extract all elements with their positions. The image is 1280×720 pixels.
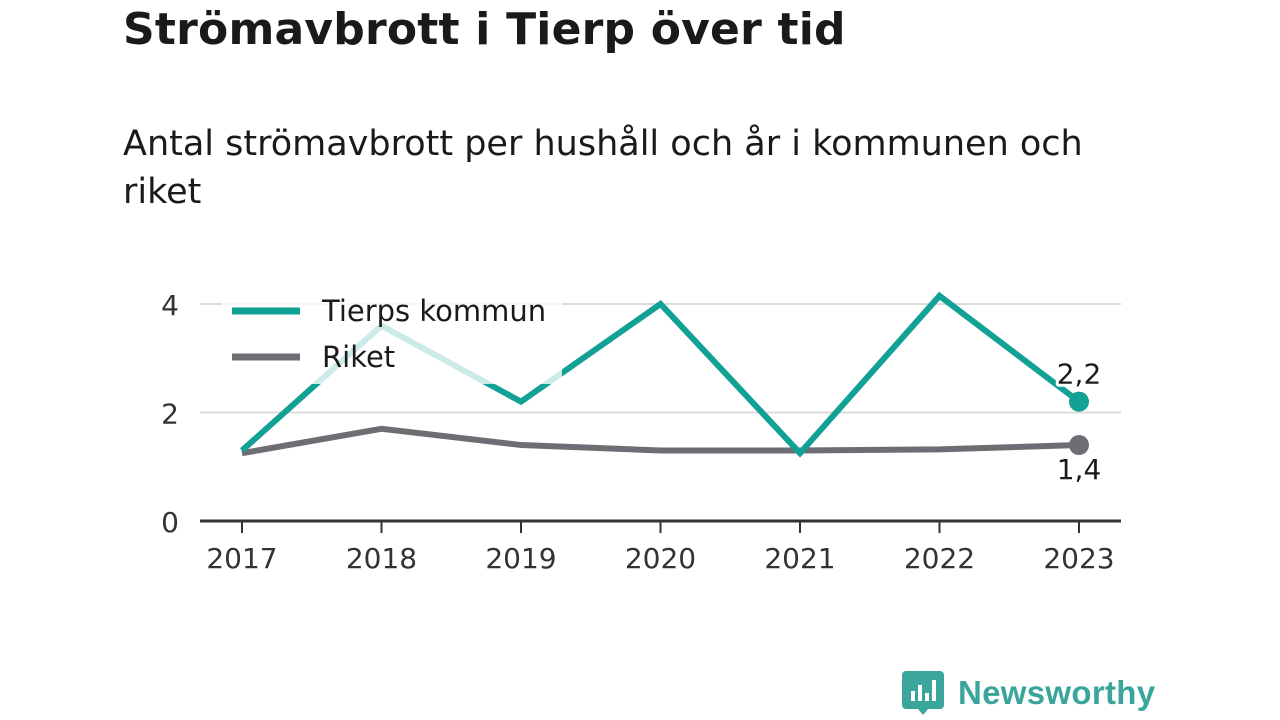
end-value-label: 2,2: [1057, 358, 1102, 391]
end-label-halo: 2,2: [1057, 358, 1102, 391]
newsworthy-logo: Newsworthy: [902, 671, 1155, 715]
y-tick-label: 4: [161, 289, 179, 322]
end-value-label: 1,4: [1057, 453, 1102, 486]
line-chart: 2017 2018 2019 2020 2021 2022 2023 0 2 4 Tierps …: [161, 288, 1121, 575]
x-tick-label: 2018: [346, 542, 417, 575]
legend-background: [222, 288, 562, 384]
x-tick-label: 2017: [206, 542, 277, 575]
end-value-labels: 2,22,21,41,4: [1054, 355, 1105, 489]
x-tick-label: 2022: [904, 542, 975, 575]
chart-title: Strömavbrott i Tierp över tid: [123, 4, 846, 55]
x-tick-label: 2023: [1043, 542, 1114, 575]
legend-label: Riket: [322, 340, 395, 374]
bar-chart-speech-bubble-icon: [902, 671, 944, 715]
legend: Tierps kommun Riket: [222, 288, 562, 384]
y-axis-tick-labels: 0 2 4: [161, 289, 179, 539]
series-end-point: [1069, 391, 1089, 412]
y-tick-label: 2: [161, 398, 179, 431]
x-tick-label: 2020: [625, 542, 696, 575]
x-tick-label: 2021: [764, 542, 835, 575]
series-line-riket: [241, 425, 1080, 457]
x-tick-label: 2019: [485, 542, 556, 575]
y-tick-label: 0: [161, 506, 179, 539]
end-label-halo: 1,4: [1057, 453, 1102, 486]
series-end-point: [1069, 435, 1089, 456]
brand-name: Newsworthy: [958, 674, 1156, 711]
legend-label: Tierps kommun: [321, 294, 546, 328]
x-axis: 2017 2018 2019 2020 2021 2022 2023: [200, 519, 1121, 575]
chart-subtitle: Antal strömavbrott per hushåll och år i …: [123, 124, 1083, 212]
